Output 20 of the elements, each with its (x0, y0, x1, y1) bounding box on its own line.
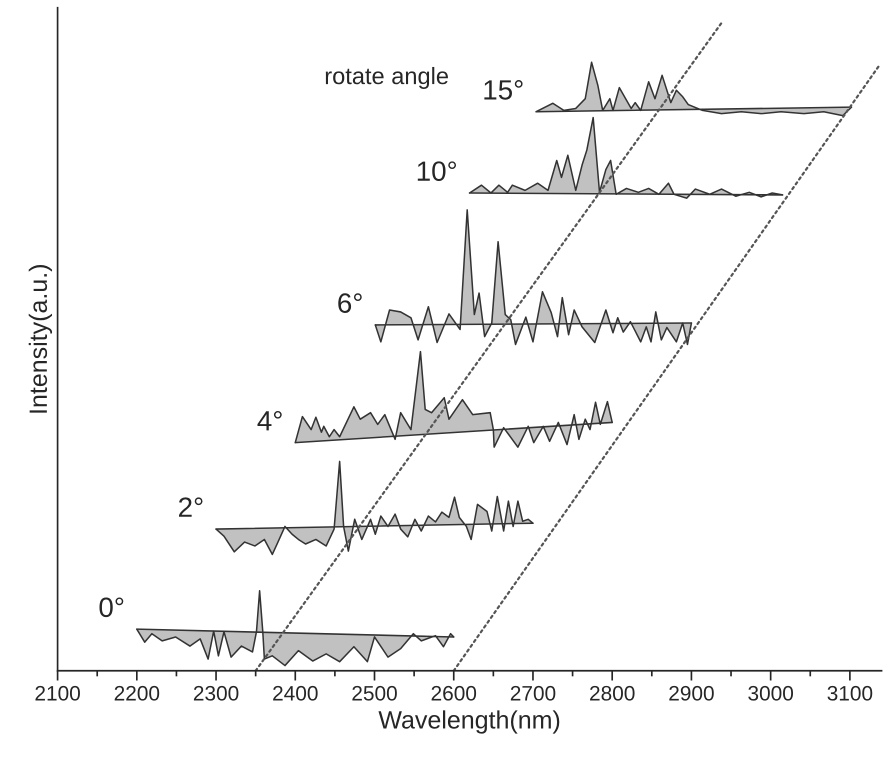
series-label: 10° (418, 161, 456, 181)
x-tick-label: 2900 (669, 686, 714, 701)
x-tick-label: 3000 (748, 686, 794, 701)
series-label: 2° (179, 497, 202, 517)
x-axis-title: Wavelength(nm) (378, 710, 560, 734)
x-tick-label: 2800 (590, 686, 635, 701)
x-tick-label: 2300 (194, 686, 238, 701)
x-tick-label: 2100 (35, 686, 80, 701)
x-tick-label: 2500 (352, 686, 397, 701)
x-tick-label: 2600 (432, 686, 476, 701)
series-label: 0° (99, 598, 124, 618)
series-label: 6° (338, 293, 362, 313)
annotation: rotate angle (326, 66, 448, 89)
x-tick-label: 3100 (828, 686, 872, 701)
series-label: 4° (257, 410, 282, 430)
x-tick-label: 2700 (510, 686, 556, 701)
series-label: 15° (484, 80, 523, 100)
y-axis-title: Intensity(a.u.) (28, 265, 52, 413)
x-tick-label: 2200 (114, 686, 160, 701)
x-tick-label: 2400 (273, 686, 318, 701)
